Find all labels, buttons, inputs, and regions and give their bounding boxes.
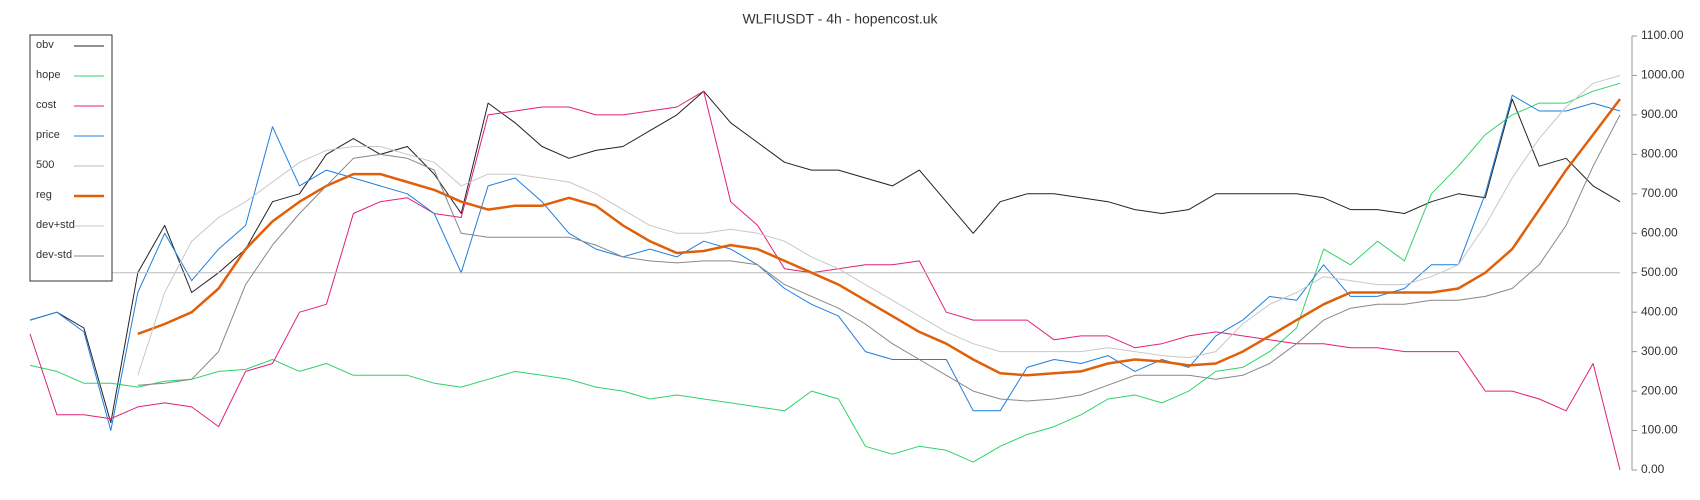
- y-tick-label: 800.00: [1641, 147, 1678, 161]
- legend-label: 500: [36, 159, 54, 171]
- y-tick-label: 900.00: [1641, 107, 1678, 121]
- y-tick-label: 400.00: [1641, 304, 1678, 318]
- series-line: [29, 90, 1621, 424]
- y-tick-label: 700.00: [1641, 186, 1678, 200]
- series-line: [29, 82, 1621, 463]
- series-line: [29, 94, 1621, 431]
- legend-label: hope: [36, 69, 60, 81]
- y-tick-label: 1100.00: [1641, 28, 1684, 42]
- legend-label: reg: [36, 189, 52, 201]
- series-line: [137, 75, 1621, 376]
- legend-label: price: [36, 129, 60, 141]
- y-tick-label: 1000.00: [1641, 68, 1685, 82]
- series-line: [137, 98, 1621, 377]
- chart-title: WLFIUSDT - 4h - hopencost.uk: [742, 11, 938, 27]
- legend-label: dev+std: [36, 219, 75, 231]
- series-line: [137, 114, 1621, 402]
- series-line: [29, 90, 1621, 471]
- y-tick-label: 300.00: [1641, 344, 1678, 358]
- y-tick-label: 600.00: [1641, 225, 1678, 239]
- legend-label: cost: [36, 99, 56, 111]
- y-tick-label: 100.00: [1641, 423, 1678, 437]
- legend-label: dev-std: [36, 249, 72, 261]
- legend: obv hope cost price 500 reg dev+std dev-std: [29, 34, 113, 282]
- y-tick-label: 0.00: [1641, 462, 1665, 476]
- y-tick-label: 200.00: [1641, 383, 1678, 397]
- legend-label: obv: [36, 39, 54, 51]
- y-tick-label: 500.00: [1641, 265, 1678, 279]
